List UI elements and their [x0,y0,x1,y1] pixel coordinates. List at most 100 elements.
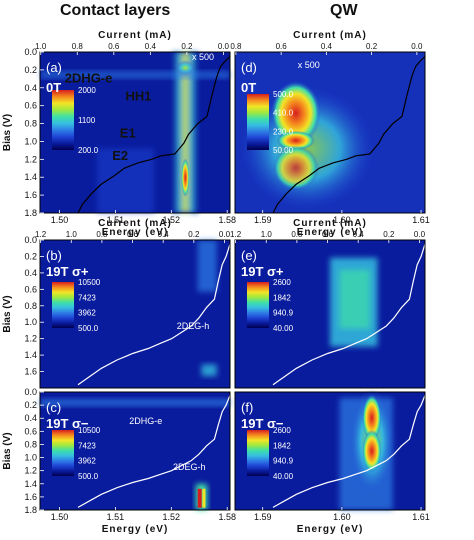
annotation-x-500-d: x 500 [298,60,320,70]
top-tick-label-b: 1.0 [66,230,78,239]
heatmap-b-top-band [197,240,217,292]
top-tick-label-b: 0.0 [219,230,231,239]
heatmap-f-hotspot-lower [362,429,382,473]
y-tick-label-b: 0.2 [24,251,37,261]
x-tick-label-a: 1.52 [163,215,181,225]
y-tick-label-b: 1.6 [24,367,37,377]
annotation-2deg-h-b: 2DEG-h [177,321,210,331]
annotation-2dhg-e-a: 2DHG-e [65,71,113,86]
colorbar-b [52,282,74,328]
y-tick-label-c: 1.8 [24,505,37,515]
panel-c: 10500 7423 3962 500.0 0.0 0.2 0.4 0.6 0.8 1.0 1.2 1… [2,387,236,535]
x-tick-label-f: 1.61 [412,512,430,522]
x-tick-label-c: 1.51 [107,512,125,522]
y-tick-label-a: 1.6 [24,190,37,200]
top-tick-label-d: 0.2 [366,42,378,51]
annotation-hh1-a: HH1 [126,88,152,103]
top-tick-label-d: 0.0 [411,42,423,51]
x-axis-label-a: Energy (eV) [102,227,169,238]
colorbar-tick-c: 7423 [78,441,96,450]
y-tick-label-a: 0.8 [24,119,37,129]
y-tick-label-a: 1.4 [24,172,37,182]
y-tick-label-c: 1.6 [24,492,37,502]
y-tick-label-b: 0.4 [24,268,37,278]
top-tick-label-b: 0.4 [158,230,170,239]
top-axis-label-a: Current (mA) [98,30,172,41]
panel-a: 2000 1100 200.0 0.0 0.2 0.4 0.6 0.8 1.0 1.2 1.4 1.6… [2,30,236,238]
heatmap-c-2deg-h-line [197,488,202,508]
current-curve-f [272,395,426,508]
panel-f: 2600 1842 940.9 40.00 1.59 1.60 1.61 Energy (eV… [234,388,430,535]
annotation-2deg-h-c: 2DEG-h [173,462,206,472]
colorbar-c [52,430,74,476]
x-tick-label-d: 1.60 [333,215,351,225]
y-tick-label-a: 0.0 [24,47,37,57]
field-label-e: 19T σ+ [241,264,284,279]
panel-label-f: (f) [241,400,253,415]
heatmap-a-2dhg-e-band [40,71,230,79]
panel-frame-c [39,391,231,511]
x-tick-label-a: 1.50 [51,215,69,225]
field-label-f: 19T σ− [241,416,284,431]
top-tick-label-a: 0.0 [218,42,230,51]
colorbar-tick-d: 230.0 [273,127,294,136]
annotation-2dhg-e-c: 2DHG-e [129,416,162,426]
top-axis-label-d: Current (mA) [293,30,367,41]
top-axis-label-b: Current (mA) [98,218,172,229]
colorbar-tick-c: 10500 [78,426,101,435]
heatmap-a-e2-hotspot [181,158,190,197]
heatmap-c-2deg-h-line-2 [202,488,206,508]
y-tick-label-c: 0.2 [24,400,37,410]
top-tick-label-a: 0.2 [181,42,193,51]
colorbar-tick-e: 2600 [273,278,291,287]
top-tick-label-a: 1.0 [35,42,47,51]
y-tick-label-a: 1.0 [24,136,37,146]
x-tick-label-a: 1.58 [218,215,236,225]
y-axis-label-b: Bias (V) [2,295,13,332]
y-tick-label-b: 0.6 [24,284,37,294]
panel-frame-e [234,239,426,389]
colorbar-tick-c: 500.0 [78,472,99,481]
y-tick-label-c: 0.8 [24,439,37,449]
x-axis-label-f: Energy (eV) [297,524,364,535]
x-tick-label-c: 1.58 [218,512,236,522]
top-tick-label-e: 1.0 [261,230,273,239]
y-tick-label-c: 1.2 [24,466,37,476]
heatmap-d-hotspot-mid [276,130,315,151]
panel-frame-a [39,51,231,214]
panel-frame-d [234,51,426,214]
colorbar-tick-b: 7423 [78,293,96,302]
y-tick-label-b: 0.8 [24,301,37,311]
panel-label-a: (a) [46,60,62,75]
top-axis-label-e: Current (mA) [293,218,367,229]
colorbar-tick-d: 50.00 [273,146,294,155]
panel-label-c: (c) [46,400,61,415]
y-tick-label-c: 1.0 [24,453,37,463]
colorbar-tick-b: 500.0 [78,324,99,333]
panel-label-d: (d) [241,60,257,75]
heatmap-c-2dhg-e-band [40,399,230,407]
y-tick-label-a: 0.2 [24,65,37,75]
field-label-a: 0T [46,80,61,95]
top-tick-label-a: 0.4 [145,42,157,51]
panel-frame-b [39,239,231,389]
x-tick-label-c: 1.52 [163,512,181,522]
heatmap-d-hotspot-upper [271,80,321,146]
top-tick-label-e: 0.6 [322,230,334,239]
colorbar-tick-f: 40.00 [273,472,294,481]
y-tick-label-a: 1.2 [24,154,37,164]
annotation-e2-a: E2 [112,148,128,163]
x-tick-label-a: 1.51 [107,215,125,225]
colorbar-tick-a: 200.0 [78,146,99,155]
colorbar-tick-b: 3962 [78,309,96,318]
heatmap-f-hotspot-upper [362,394,382,442]
colorbar-tick-f: 1842 [273,441,291,450]
y-tick-label-b: 1.4 [24,350,37,360]
annotation-e1-a: E1 [120,125,136,140]
colorbar-d [247,94,269,150]
x-tick-label-f: 1.60 [333,512,351,522]
panel-e: 2600 1842 940.9 40.00 1.2 1.0 0.8 0.6 0.4 0.2 0.0 C… [230,218,426,389]
colorbar-f [247,430,269,476]
x-tick-label-d: 1.61 [412,215,430,225]
